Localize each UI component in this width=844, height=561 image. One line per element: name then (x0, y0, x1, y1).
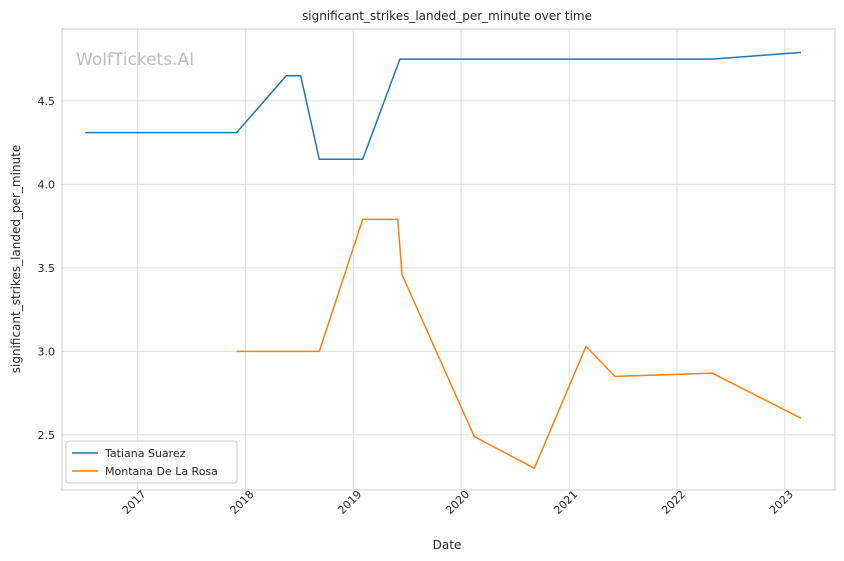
series-line-0 (85, 51, 802, 161)
y-tick-label: 3.0 (38, 345, 56, 358)
series-line-1 (236, 218, 802, 470)
y-axis-label: significant_strikes_landed_per_minute (9, 145, 23, 374)
y-axis-ticks: 2.5 3.0 3.5 4.0 4.5 (38, 95, 56, 442)
legend-box (65, 440, 238, 484)
plot-area (62, 29, 835, 490)
watermark: WolfTickets.AI (76, 50, 194, 70)
legend-label: Montana De La Rosa (105, 465, 218, 478)
y-tick-label: 3.5 (38, 262, 56, 275)
legend: Tatiana Suarez Montana De La Rosa (65, 440, 238, 484)
legend-label: Tatiana Suarez (104, 447, 186, 460)
y-tick-label: 2.5 (38, 429, 56, 442)
series-lines (85, 51, 802, 470)
grid-lines (62, 29, 835, 490)
plot-frame (61, 28, 836, 491)
chart-title: significant_strikes_landed_per_minute ov… (302, 9, 592, 23)
y-tick-label: 4.5 (38, 95, 56, 108)
y-tick-label: 4.0 (38, 178, 56, 191)
x-axis-label: Date (433, 538, 462, 552)
